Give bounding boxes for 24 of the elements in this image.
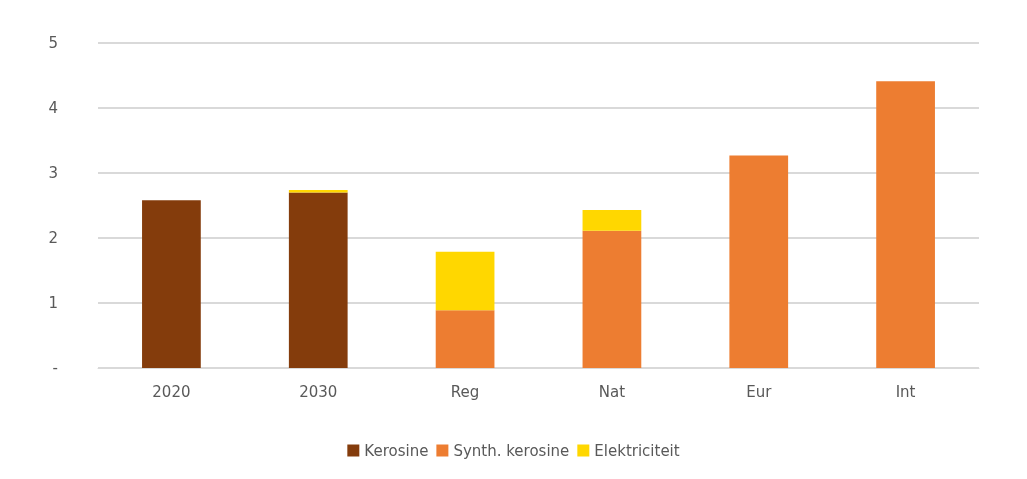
x-tick-label: 2030 (299, 382, 338, 401)
y-tick-label: 5 (48, 34, 58, 52)
legend-label: Synth. kerosine (453, 441, 570, 460)
bar (582, 210, 642, 231)
bar (876, 81, 935, 368)
bar (582, 230, 642, 368)
x-tick-label: 2020 (152, 382, 191, 401)
bar (142, 200, 201, 368)
bar (729, 155, 789, 368)
x-tick-label: Reg (450, 382, 480, 401)
x-tick-label: Int (895, 382, 916, 401)
y-tick-label: 4 (48, 99, 58, 117)
bar (435, 310, 495, 368)
x-tick-label: Nat (598, 382, 626, 401)
y-tick-label: 2 (48, 229, 58, 247)
y-tick-label: - (52, 359, 58, 377)
bar (288, 192, 348, 368)
legend-label: Elektriciteit (594, 441, 680, 460)
y-tick-label: 3 (48, 164, 58, 182)
x-tick-label: Eur (746, 382, 773, 401)
y-tick-label: 1 (48, 294, 58, 312)
bar (288, 189, 348, 193)
bar (435, 251, 495, 311)
legend-label: Kerosine (364, 441, 429, 460)
